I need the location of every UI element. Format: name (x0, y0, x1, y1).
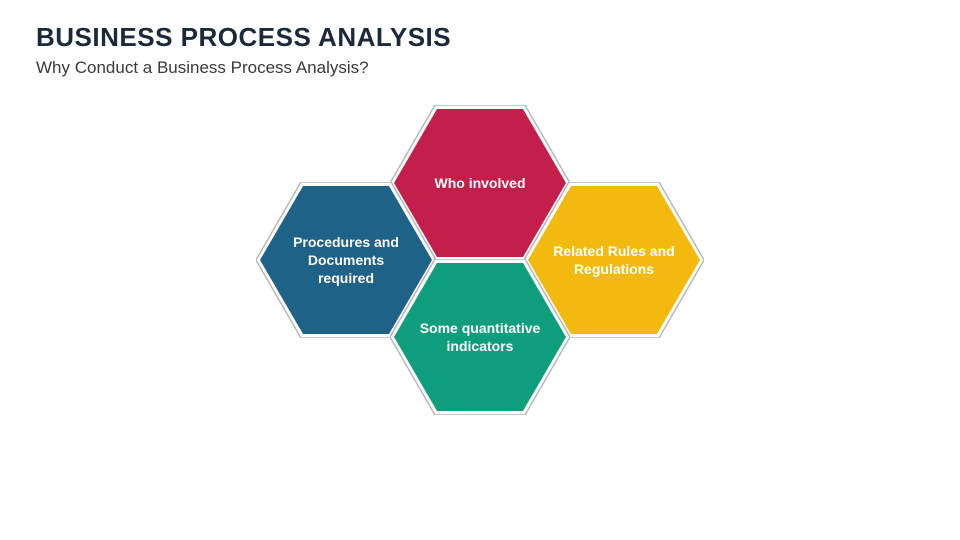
hex-bottom: Some quantitative indicators (390, 259, 570, 415)
hex-label: Some quantitative indicators (390, 259, 570, 415)
hex-diagram: Who involvedProcedures and Documents req… (0, 0, 960, 540)
